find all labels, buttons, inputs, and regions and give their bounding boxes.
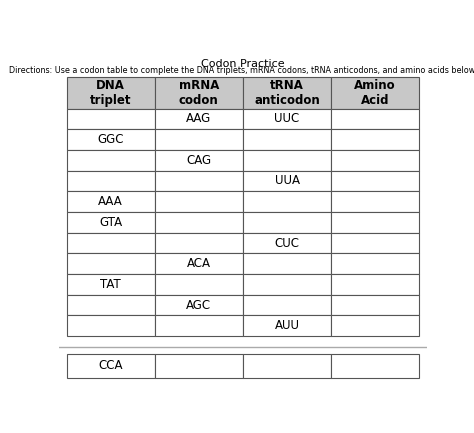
Bar — [155, 77, 243, 109]
Bar — [243, 274, 331, 295]
Bar — [66, 129, 155, 150]
Bar — [331, 191, 419, 212]
Bar — [155, 212, 243, 233]
Bar — [331, 77, 419, 109]
Bar — [66, 354, 155, 378]
Bar — [243, 295, 331, 315]
Bar — [155, 315, 243, 336]
Bar — [331, 109, 419, 129]
Bar — [331, 253, 419, 274]
Text: tRNA
anticodon: tRNA anticodon — [254, 79, 320, 107]
Bar — [155, 129, 243, 150]
Bar — [155, 354, 243, 378]
Bar — [66, 253, 155, 274]
Bar — [66, 233, 155, 253]
Text: GGC: GGC — [98, 133, 124, 146]
Bar — [155, 109, 243, 129]
Text: AUU: AUU — [274, 319, 300, 332]
Bar — [243, 354, 331, 378]
Bar — [155, 150, 243, 171]
Text: CUC: CUC — [274, 236, 300, 249]
Bar — [66, 150, 155, 171]
Bar — [331, 129, 419, 150]
Text: UUA: UUA — [274, 174, 300, 187]
Bar — [66, 212, 155, 233]
Bar — [243, 109, 331, 129]
Bar — [66, 77, 155, 109]
Bar — [331, 171, 419, 191]
Bar — [155, 274, 243, 295]
Text: Codon Practice: Codon Practice — [201, 59, 285, 69]
Bar — [155, 171, 243, 191]
Text: AAG: AAG — [186, 113, 211, 126]
Text: DNA
triplet: DNA triplet — [90, 79, 131, 107]
Text: CAG: CAG — [186, 154, 211, 167]
Bar — [66, 315, 155, 336]
Bar — [331, 315, 419, 336]
Bar — [155, 191, 243, 212]
Bar — [243, 129, 331, 150]
Bar — [243, 253, 331, 274]
Bar — [331, 274, 419, 295]
Bar — [155, 295, 243, 315]
Bar — [155, 253, 243, 274]
Bar — [66, 171, 155, 191]
Text: ACA: ACA — [187, 257, 211, 270]
Bar — [243, 212, 331, 233]
Bar — [155, 233, 243, 253]
Bar — [66, 295, 155, 315]
Bar — [243, 315, 331, 336]
Bar — [243, 233, 331, 253]
Text: Amino
Acid: Amino Acid — [355, 79, 396, 107]
Bar — [243, 191, 331, 212]
Bar — [66, 109, 155, 129]
Bar — [66, 274, 155, 295]
Text: AGC: AGC — [186, 298, 211, 311]
Bar — [243, 150, 331, 171]
Text: mRNA
codon: mRNA codon — [179, 79, 219, 107]
Text: AAA: AAA — [98, 195, 123, 208]
Bar — [331, 233, 419, 253]
Text: UUC: UUC — [274, 113, 300, 126]
Bar — [66, 191, 155, 212]
Text: GTA: GTA — [99, 216, 122, 229]
Bar — [331, 212, 419, 233]
Bar — [243, 77, 331, 109]
Bar — [331, 354, 419, 378]
Text: Directions: Use a codon table to complete the DNA triplets, mRNA codons, tRNA an: Directions: Use a codon table to complet… — [9, 66, 474, 75]
Bar — [331, 295, 419, 315]
Text: CCA: CCA — [99, 359, 123, 372]
Bar — [331, 150, 419, 171]
Text: TAT: TAT — [100, 278, 121, 291]
Bar — [243, 171, 331, 191]
